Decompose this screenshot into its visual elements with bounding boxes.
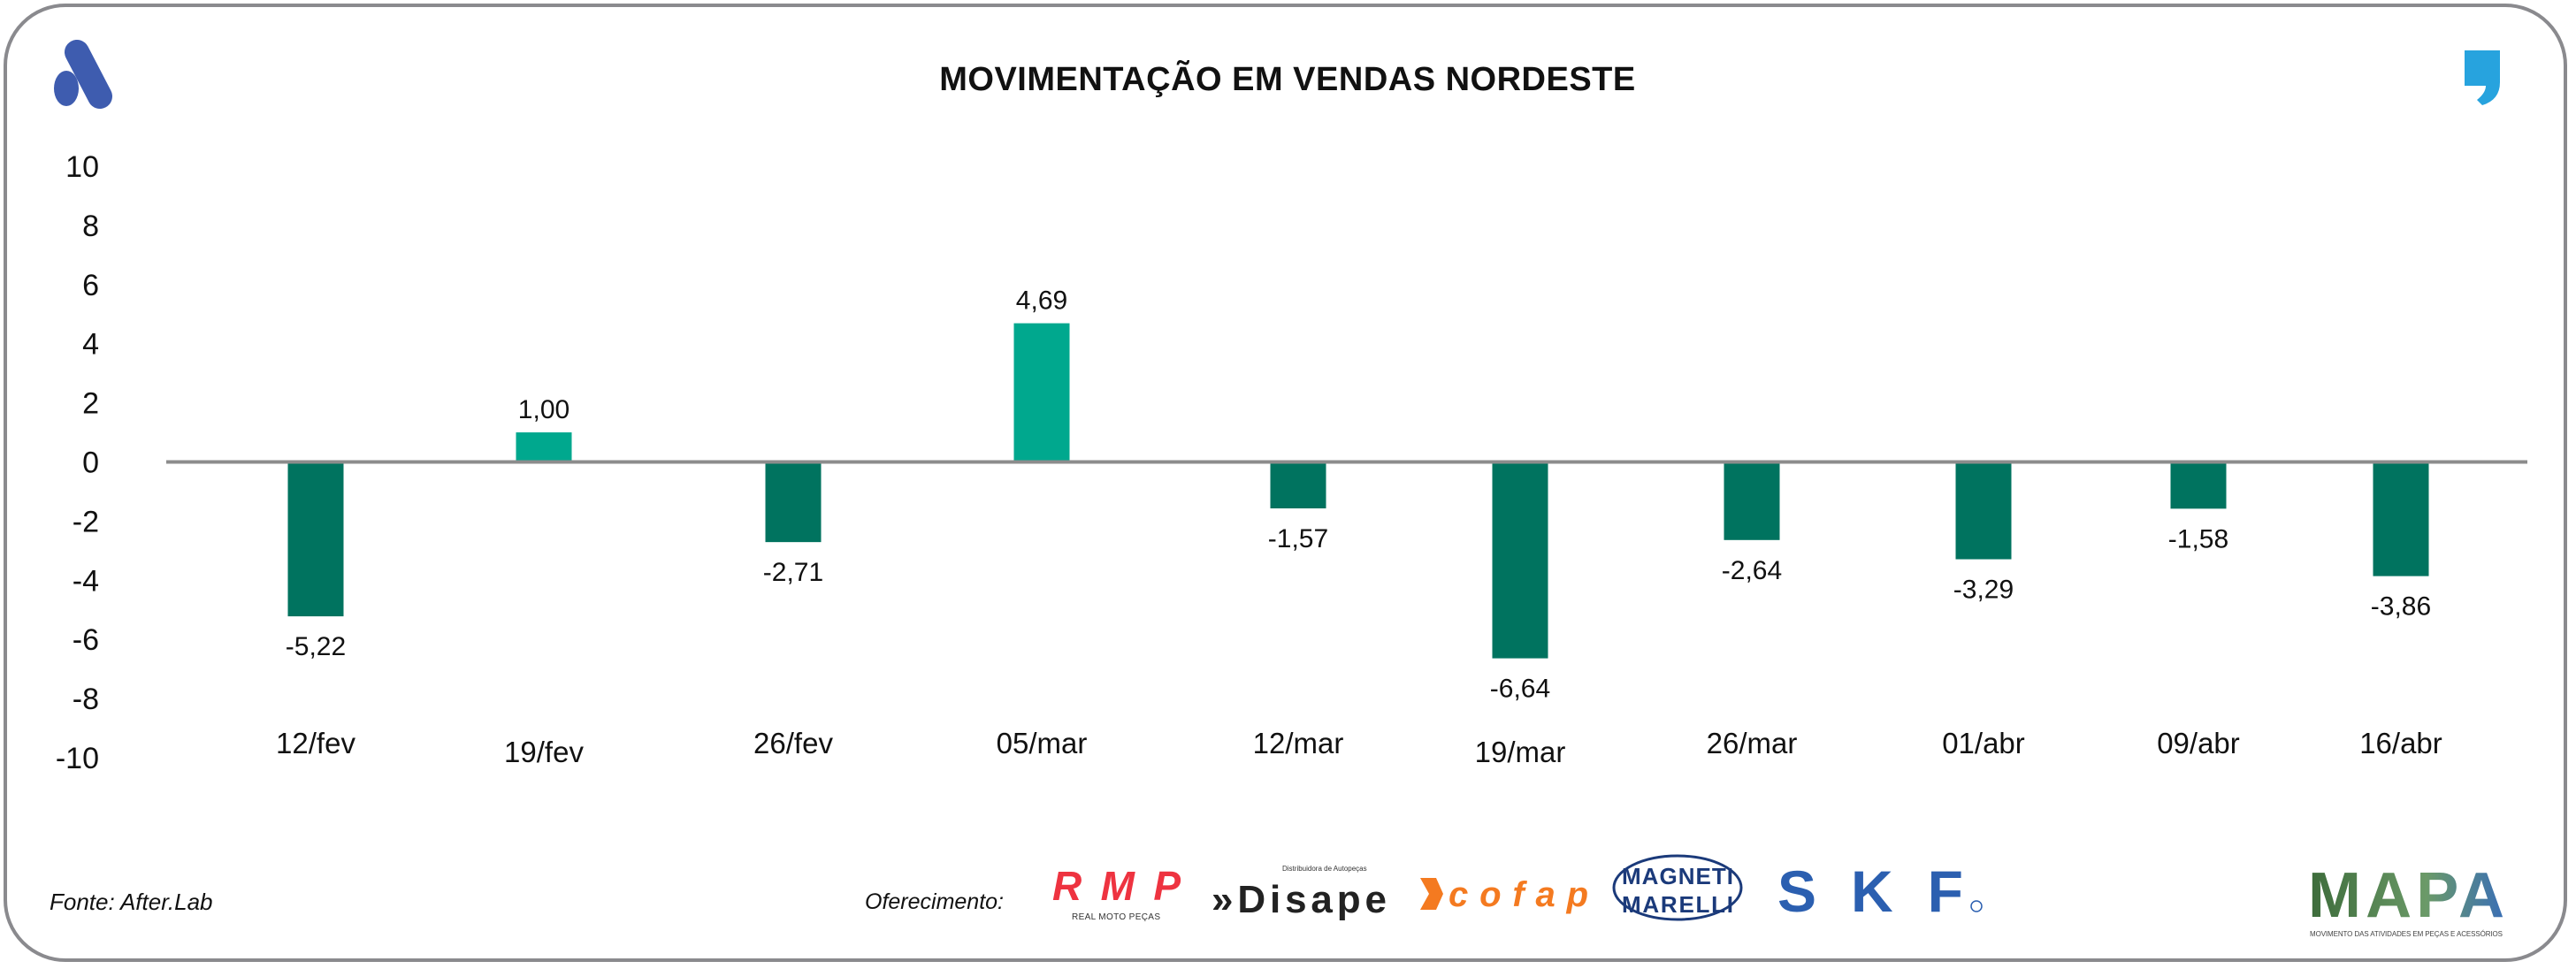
magneti-marelli-logo: MAGNETI MARELLI	[1612, 854, 1743, 921]
card-frame	[4, 4, 2567, 962]
y-tick-label: -6	[73, 623, 99, 657]
bar	[1270, 462, 1326, 509]
data-label: -3,86	[2371, 592, 2431, 622]
data-label: -6,64	[1490, 675, 1550, 704]
data-label: -5,22	[286, 632, 346, 661]
bar	[516, 432, 572, 462]
svg-text:»Disape: »Disape	[1212, 878, 1387, 921]
y-tick-label: 10	[65, 150, 99, 184]
source-note: Fonte: After.Lab	[50, 889, 213, 915]
disape-logo: Distribuidora de Autopeças »Disape	[1212, 865, 1387, 921]
quote-logo	[2465, 50, 2500, 105]
svg-text:SKF: SKF	[1777, 862, 1963, 917]
y-tick-label: 6	[82, 269, 99, 302]
data-label: 1,00	[518, 395, 569, 424]
mapa-logo: MAPA MOVIMENTO DAS ATIVIDADES EM PEÇAS E…	[2308, 862, 2504, 938]
skf-logo: SKF	[1777, 862, 1983, 917]
x-tick-label: 26/mar	[1707, 727, 1798, 759]
chart-title: MOVIMENTAÇÃO EM VENDAS NORDESTE	[939, 61, 1636, 98]
data-label: -3,29	[1953, 576, 2014, 605]
x-tick-label: 16/abr	[2359, 727, 2442, 759]
bar	[1492, 462, 1548, 659]
y-tick-label: -8	[73, 683, 99, 716]
bar	[2373, 462, 2429, 576]
x-tick-label: 19/mar	[1475, 736, 1566, 768]
y-tick-label: -10	[56, 742, 99, 775]
svg-text:REAL MOTO PEÇAS: REAL MOTO PEÇAS	[1072, 912, 1160, 922]
sponsor-label: Oferecimento:	[865, 889, 1005, 914]
y-tick-label: -4	[73, 564, 99, 598]
x-tick-label: 12/fev	[276, 727, 355, 759]
bar	[2170, 462, 2227, 509]
y-tick-label: 2	[82, 387, 99, 421]
bar	[1013, 323, 1070, 462]
svg-text:MAPA: MAPA	[2308, 862, 2504, 931]
data-label: -1,57	[1268, 524, 1328, 553]
bar-chart: 10 8 6 4 2 0 -2 -4 -6 -8 -10 -5,22 12/fev 1,00 19/fev -…	[56, 150, 2527, 775]
x-tick-label: 05/mar	[997, 727, 1088, 759]
x-tick-label: 26/fev	[753, 727, 833, 759]
x-tick-label: 12/mar	[1253, 727, 1344, 759]
data-label: -2,64	[1722, 556, 1782, 585]
svg-text:cofap: cofap	[1449, 875, 1588, 914]
bar	[287, 462, 344, 617]
svg-text:MOVIMENTO DAS ATIVIDADES EM PE: MOVIMENTO DAS ATIVIDADES EM PEÇAS E ACES…	[2310, 930, 2503, 938]
data-label: -1,58	[2168, 524, 2228, 553]
svg-text:MAGNETI: MAGNETI	[1622, 863, 1733, 889]
bar	[1955, 462, 2012, 560]
cofap-logo: cofap	[1420, 875, 1588, 914]
data-label: 4,69	[1016, 286, 1067, 316]
x-tick-label: 19/fev	[504, 736, 584, 768]
x-tick-label: 01/abr	[1942, 727, 2025, 759]
data-label: -2,71	[763, 558, 823, 587]
x-tick-label: 09/abr	[2157, 727, 2240, 759]
bar	[1724, 462, 1780, 540]
y-tick-label: 4	[82, 328, 99, 362]
y-tick-label: -2	[73, 505, 99, 538]
rmp-logo: RMP REAL MOTO PEÇAS	[1052, 865, 1181, 922]
bar	[765, 462, 822, 543]
svg-text:Distribuidora de Autopeças: Distribuidora de Autopeças	[1282, 865, 1367, 873]
y-tick-label: 0	[82, 446, 99, 480]
y-tick-label: 8	[82, 210, 99, 243]
svg-text:MARELLI: MARELLI	[1622, 891, 1733, 918]
afterlab-logo	[54, 40, 112, 109]
svg-text:RMP: RMP	[1052, 865, 1181, 909]
